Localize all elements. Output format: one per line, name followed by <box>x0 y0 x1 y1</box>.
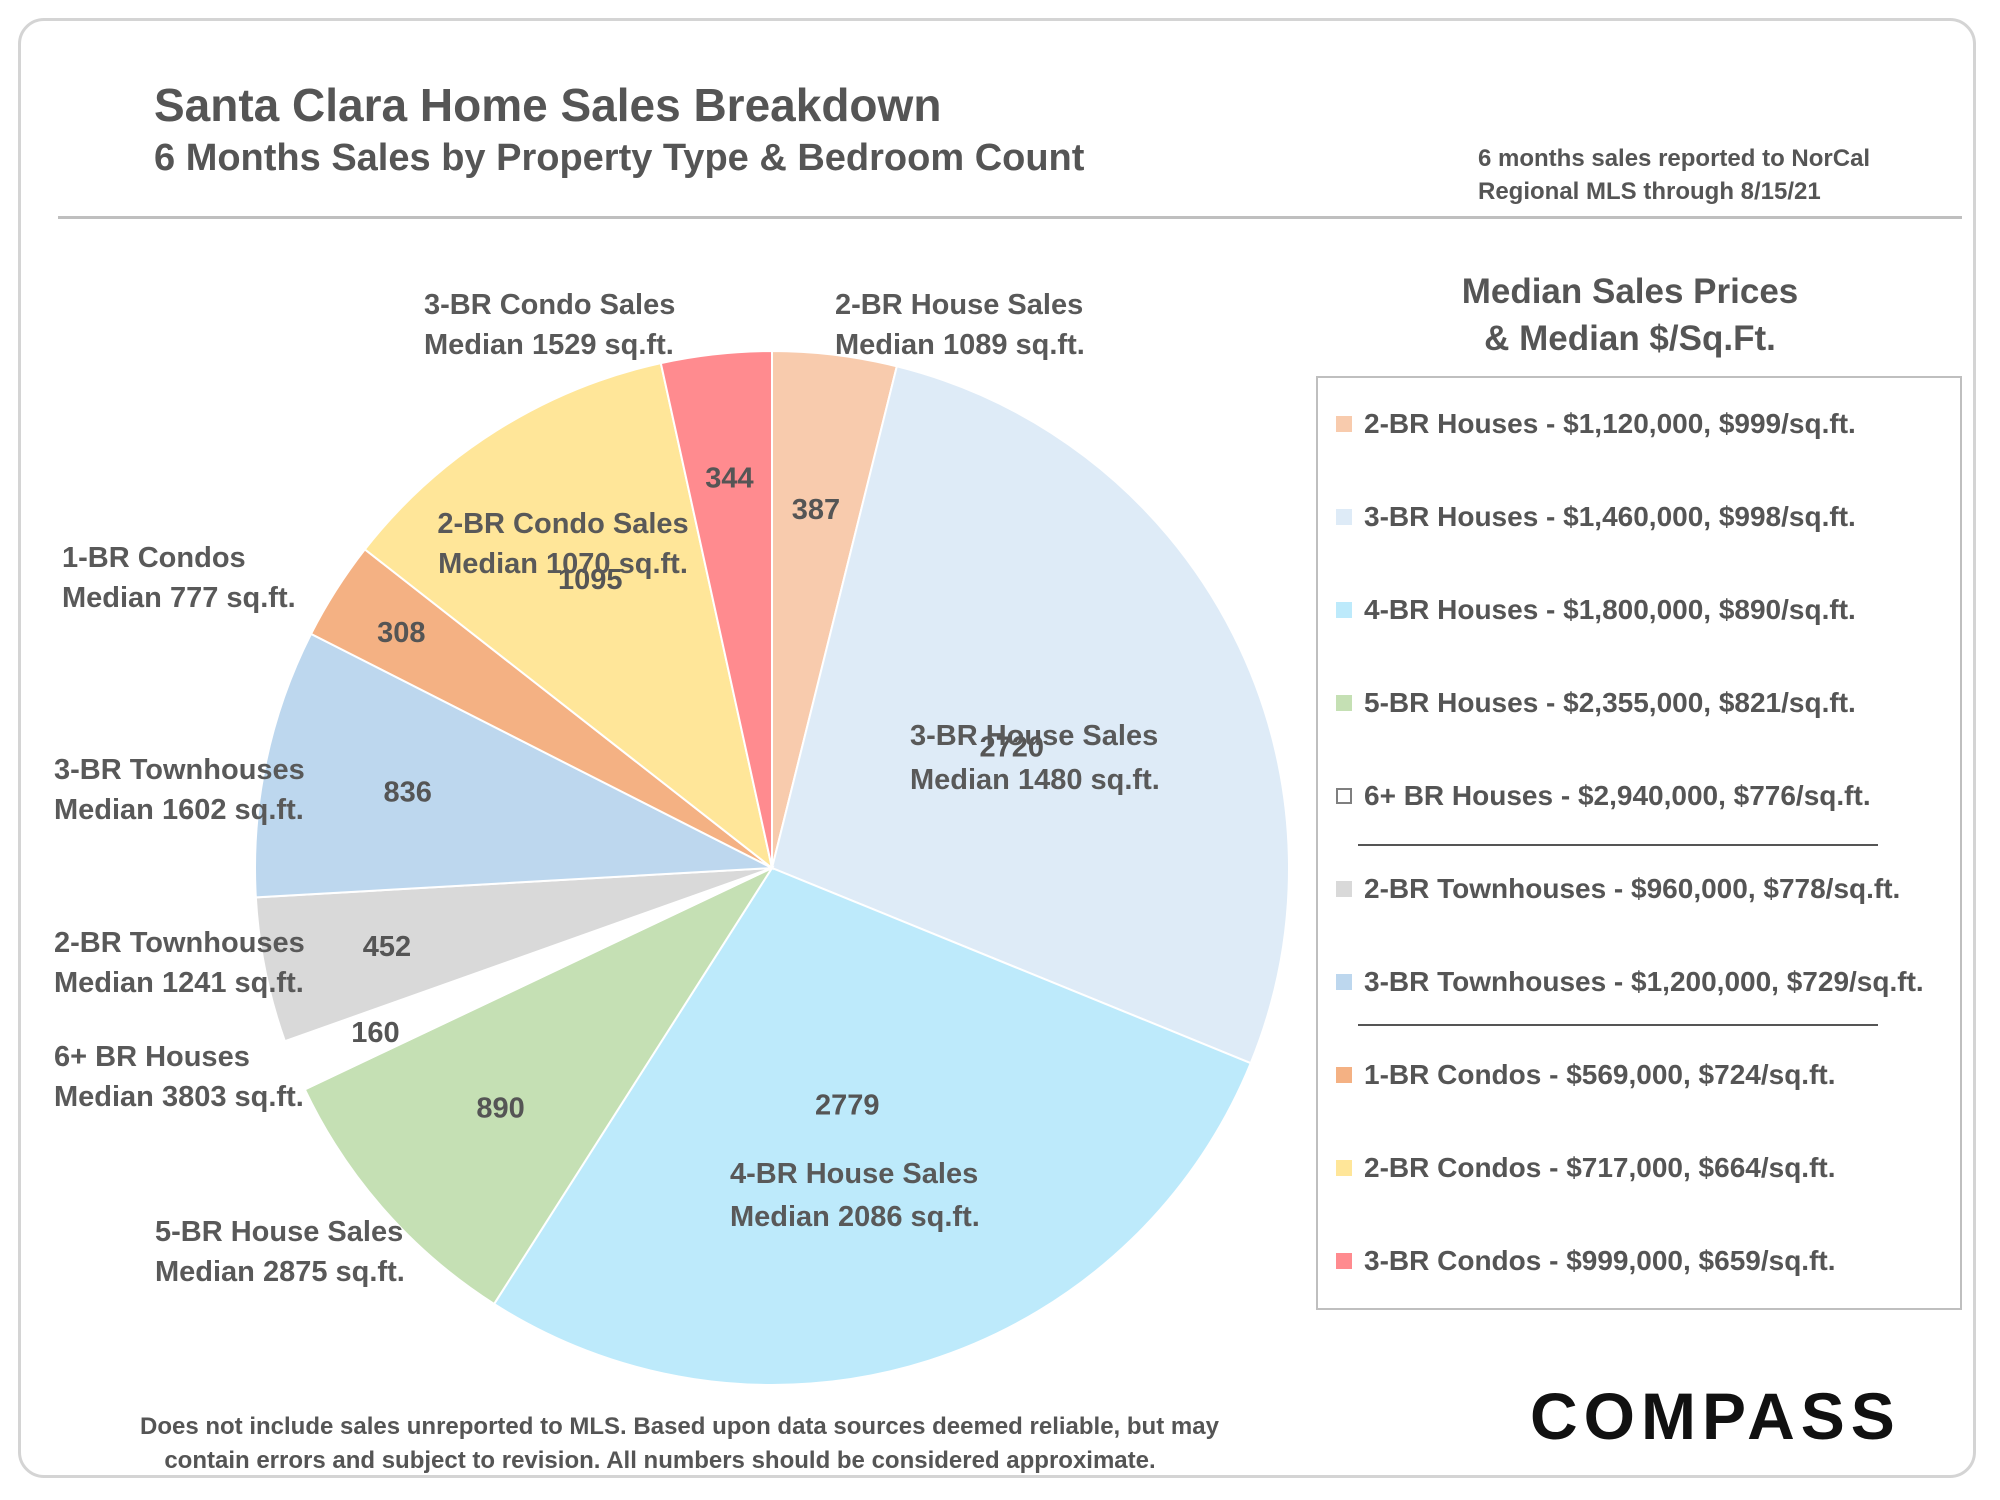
pie-category-label-3br-condo: 3-BR Condo Sales <box>424 289 675 321</box>
legend-label: 2-BR Houses - $1,120,000, $999/sq.ft. <box>1364 408 1856 439</box>
pie-category-label-6br-house: Median 3803 sq.ft. <box>54 1081 304 1113</box>
legend-swatch <box>1336 881 1352 897</box>
pie-category-label-4br-house: 4-BR House Sales <box>730 1158 978 1190</box>
legend-label: 5-BR Houses - $2,355,000, $821/sq.ft. <box>1364 687 1856 718</box>
pie-category-label-2br-condo: 2-BR Condo Sales <box>437 508 688 540</box>
pie-category-label-1br-condo: Median 777 sq.ft. <box>62 582 296 614</box>
pie-category-label-3br-condo: Median 1529 sq.ft. <box>424 329 674 361</box>
legend-label: 3-BR Townhouses - $1,200,000, $729/sq.ft… <box>1364 966 1924 997</box>
pie-slice-2br-condo <box>363 361 774 871</box>
pie-category-label-3br-house: 3-BR House Sales <box>910 720 1158 752</box>
pie-value-label-6br-house: 160 <box>351 1017 399 1049</box>
legend-label: 2-BR Townhouses - $960,000, $778/sq.ft. <box>1364 873 1901 904</box>
legend-item-2br-condos: 2-BR Condos - $717,000, $664/sq.ft. <box>1336 1148 1836 1188</box>
pie-category-label-2br-condo: Median 1070 sq.ft. <box>438 548 688 580</box>
legend-heading-line: & Median $/Sq.Ft. <box>1484 319 1776 358</box>
legend-item-3br-condos: 3-BR Condos - $999,000, $659/sq.ft. <box>1336 1241 1836 1281</box>
legend-label: 3-BR Condos - $999,000, $659/sq.ft. <box>1364 1245 1836 1276</box>
chart-subtitle: 6 Months Sales by Property Type & Bedroo… <box>154 137 1085 179</box>
pie-category-label-3br-townhouse: 3-BR Townhouses <box>54 754 305 786</box>
pie-category-label-4br-house: Median 2086 sq.ft. <box>730 1201 980 1233</box>
pie-value-label-2br-house: 387 <box>792 494 840 526</box>
legend-divider <box>1358 844 1878 846</box>
legend-item-2br-townhouses: 2-BR Townhouses - $960,000, $778/sq.ft. <box>1336 869 1900 909</box>
pie-slice-4br-house <box>492 866 1253 1386</box>
disclaimer-line: Does not include sales unreported to MLS… <box>140 1413 1219 1440</box>
legend: 2-BR Houses - $1,120,000, $999/sq.ft. 3-… <box>1316 376 1962 1310</box>
legend-heading-line: Median Sales Prices <box>1461 272 1799 311</box>
legend-item-3br-houses: 3-BR Houses - $1,460,000, $998/sq.ft. <box>1336 497 1856 537</box>
legend-swatch <box>1336 788 1352 804</box>
legend-label: 1-BR Condos - $569,000, $724/sq.ft. <box>1364 1059 1836 1090</box>
pie-slice-labels: 2-BR House Sales Median 1089 sq.ft. 3-BR H… <box>54 289 1160 1288</box>
pie-category-label-5br-house: 5-BR House Sales <box>155 1216 403 1248</box>
pie-slice-3br-townhouse <box>254 632 776 899</box>
pie-category-label-5br-house: Median 2875 sq.ft. <box>155 1256 405 1288</box>
pie-slices <box>254 349 1290 1386</box>
pie-category-label-2br-house: 2-BR House Sales <box>835 289 1083 321</box>
pie-category-label-2br-townhouse: Median 1241 sq.ft. <box>54 967 304 999</box>
legend-item-3br-townhouses: 3-BR Townhouses - $1,200,000, $729/sq.ft… <box>1336 962 1924 1002</box>
source-note-line: 6 months sales reported to NorCal <box>1478 145 1871 172</box>
source-note: 6 months sales reported to NorCal Region… <box>1478 142 1898 208</box>
legend-heading: Median Sales Prices & Median $/Sq.Ft. <box>1410 268 1850 362</box>
disclaimer: Does not include sales unreported to MLS… <box>140 1410 1219 1478</box>
pie-value-labels: 387 2720 2779 890 160 452 836 308 1095 344 <box>351 462 1044 1124</box>
pie-slice-3br-condo <box>659 349 773 869</box>
legend-item-2br-houses: 2-BR Houses - $1,120,000, $999/sq.ft. <box>1336 404 1856 444</box>
legend-swatch <box>1336 416 1352 432</box>
pie-category-label-2br-townhouse: 2-BR Townhouses <box>54 927 305 959</box>
legend-item-6br-houses: 6+ BR Houses - $2,940,000, $776/sq.ft. <box>1336 776 1871 816</box>
legend-swatch <box>1336 974 1352 990</box>
pie-category-label-3br-house: Median 1480 sq.ft. <box>910 764 1160 796</box>
legend-item-5br-houses: 5-BR Houses - $2,355,000, $821/sq.ft. <box>1336 683 1856 723</box>
source-note-line: Regional MLS through 8/15/21 <box>1478 178 1821 205</box>
pie-category-label-2br-house: Median 1089 sq.ft. <box>835 329 1085 361</box>
legend-item-4br-houses: 4-BR Houses - $1,800,000, $890/sq.ft. <box>1336 590 1856 630</box>
legend-label: 3-BR Houses - $1,460,000, $998/sq.ft. <box>1364 501 1856 532</box>
pie-slice-3br-house <box>770 365 1290 1065</box>
pie-value-label-4br-house: 2779 <box>815 1090 880 1122</box>
disclaimer-line: contain errors and subject to revision. … <box>164 1447 1156 1474</box>
pie-category-label-6br-house: 6+ BR Houses <box>54 1041 250 1073</box>
legend-divider <box>1358 1024 1878 1026</box>
pie-value-label-3br-townhouse: 836 <box>384 777 432 809</box>
pie-value-label-2br-condo: 1095 <box>558 564 623 596</box>
pie-category-label-3br-townhouse: Median 1602 sq.ft. <box>54 794 304 826</box>
legend-label: 6+ BR Houses - $2,940,000, $776/sq.ft. <box>1364 780 1871 811</box>
header-divider <box>58 216 1962 219</box>
pie-category-label-1br-condo: 1-BR Condos <box>62 542 246 574</box>
legend-swatch <box>1336 1160 1352 1176</box>
legend-swatch <box>1336 509 1352 525</box>
pie-value-label-1br-condo: 308 <box>377 617 425 649</box>
pie-slice-5br-house <box>303 865 775 1306</box>
legend-swatch <box>1336 695 1352 711</box>
pie-value-label-5br-house: 890 <box>476 1092 524 1124</box>
legend-label: 4-BR Houses - $1,800,000, $890/sq.ft. <box>1364 594 1856 625</box>
compass-logo: COMPASS <box>1530 1379 1901 1453</box>
legend-swatch <box>1336 1253 1352 1269</box>
legend-item-1br-condos: 1-BR Condos - $569,000, $724/sq.ft. <box>1336 1055 1836 1095</box>
pie-value-label-3br-condo: 344 <box>705 462 753 494</box>
chart-title: Santa Clara Home Sales Breakdown <box>154 79 942 131</box>
pie-value-label-3br-house: 2720 <box>979 731 1044 763</box>
legend-swatch <box>1336 602 1352 618</box>
legend-label: 2-BR Condos - $717,000, $664/sq.ft. <box>1364 1152 1836 1183</box>
pie-value-label-2br-townhouse: 452 <box>363 931 411 963</box>
legend-swatch <box>1336 1067 1352 1083</box>
